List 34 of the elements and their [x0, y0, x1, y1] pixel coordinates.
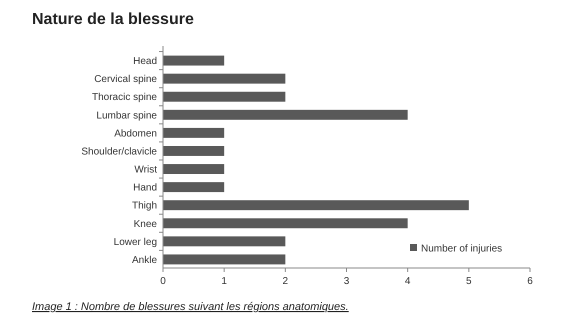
y-tick-label: Ankle — [132, 254, 158, 266]
bar — [163, 254, 286, 264]
bar — [163, 218, 408, 228]
chart-title: Nature de la blessure — [32, 11, 194, 28]
x-tick-label: 1 — [221, 276, 228, 287]
y-tick-label: Hand — [133, 182, 157, 194]
legend-label: Number of injuries — [421, 244, 502, 254]
bar — [163, 146, 224, 156]
text: Image 1 : Nombre de blessures suivant les régions anatomiques. — [32, 301, 349, 313]
x-tick-label: 4 — [404, 276, 411, 287]
bar — [163, 236, 286, 246]
y-tick-label: Cervical spine — [94, 74, 158, 86]
bar — [163, 110, 408, 120]
bar — [163, 92, 286, 102]
bar — [163, 200, 469, 210]
y-tick-label: Wrist — [134, 164, 158, 176]
y-tick-label: Knee — [134, 218, 158, 230]
bar — [163, 164, 224, 174]
y-tick-label: Head — [133, 56, 157, 68]
x-tick-label: 3 — [344, 276, 350, 287]
x-tick-label: 2 — [282, 276, 289, 287]
x-tick-label: 5 — [466, 276, 472, 287]
bar — [163, 56, 224, 66]
y-tick-label: Thigh — [132, 200, 157, 212]
x-tick-label: 0 — [160, 276, 166, 287]
y-tick-label: Lower leg — [114, 236, 157, 248]
y-tick-label: Lumbar spine — [96, 110, 158, 122]
bar — [163, 182, 224, 192]
y-tick-label: Thoracic spine — [92, 92, 158, 104]
bar — [163, 74, 286, 84]
y-tick-label: Abdomen — [114, 128, 157, 140]
y-tick-label: Shoulder/clavicle — [81, 146, 158, 158]
bar — [163, 128, 224, 138]
x-tick-label: 6 — [527, 276, 534, 287]
